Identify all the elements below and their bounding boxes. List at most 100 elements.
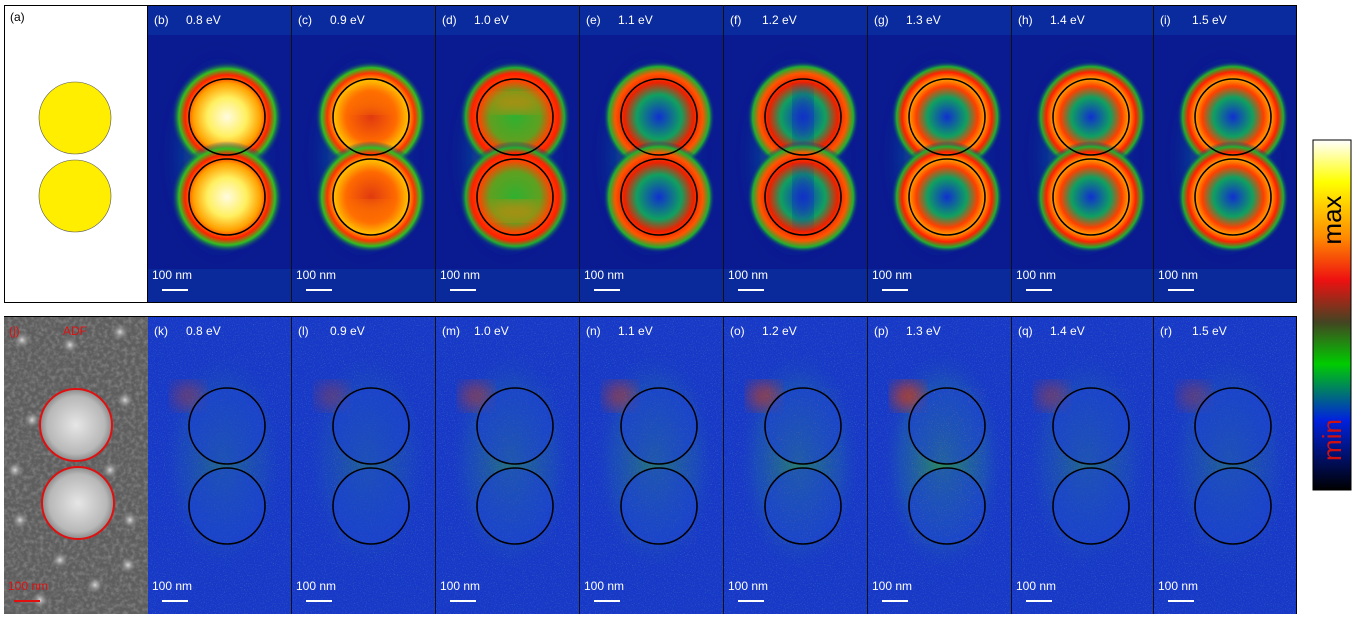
scale-bar-label: 100 nm: [296, 268, 336, 282]
energy-label: 0.8 eV: [186, 13, 221, 27]
particle-speckle-0: [909, 388, 985, 464]
intensity-lobe-1: [315, 141, 427, 253]
surface-particle: [51, 551, 69, 569]
particle-speckle-0: [765, 388, 841, 464]
panel-label: (q): [1018, 324, 1033, 338]
adf-title: ADF: [63, 324, 87, 338]
sim-map-panel-2: (d) 1.0 eV 100 nm: [436, 5, 579, 303]
colorbar-gradient: [1312, 139, 1352, 491]
particle-outline-0: [908, 387, 986, 465]
scale-bar-label: 100 nm: [1016, 579, 1056, 593]
panel-content: (e) 1.1 eV 100 nm: [580, 5, 723, 303]
panel-content: (j) ADF 100 nm: [4, 316, 148, 614]
intensity-lobe-0: [1035, 61, 1147, 173]
panel-label: (m): [442, 324, 460, 338]
panel-content: (r) 1.5 eV 100 nm: [1154, 316, 1297, 614]
scale-bar-label: 100 nm: [728, 579, 768, 593]
surface-particle: [23, 411, 41, 429]
sim-map-panel-0: (b) 0.8 eV 100 nm: [148, 5, 291, 303]
energy-label: 0.9 eV: [330, 13, 365, 27]
energy-label: 1.2 eV: [762, 13, 797, 27]
panel-label: (f): [730, 13, 741, 27]
energy-label: 1.1 eV: [618, 324, 653, 338]
intensity-lobe-1: [459, 141, 571, 253]
particle-speckle-1: [333, 468, 409, 544]
intensity-lobe-0: [1177, 61, 1289, 173]
panel-content: (b) 0.8 eV 100 nm: [148, 5, 291, 303]
sim-map-panel-6: (h) 1.4 eV 100 nm: [1012, 5, 1155, 303]
particle-outline-0: [188, 387, 266, 465]
particle-outline-0: [620, 387, 698, 465]
panel-label: (r): [1160, 324, 1172, 338]
surface-particle: [119, 556, 137, 574]
intensity-lobe-1: [603, 141, 715, 253]
intensity-lobe-1: [1035, 141, 1147, 253]
intensity-lobe-0: [459, 61, 571, 173]
scale-bar-label: 100 nm: [1158, 268, 1198, 282]
eels-map-panel-5: (p) 1.3 eV 100 nm: [868, 316, 1011, 614]
particle-outline-1: [188, 467, 266, 545]
panel-label: (j): [9, 324, 20, 338]
panel-label: (l): [298, 324, 309, 338]
particle-outline-0: [1194, 78, 1272, 156]
particle-outline-1: [332, 158, 410, 236]
particle-outline-0: [1194, 387, 1272, 465]
panel-content: (i) 1.5 eV 100 nm: [1154, 5, 1297, 303]
particle-outline-0: [908, 78, 986, 156]
intensity-lobe-1: [171, 141, 283, 253]
adf-panel: (j) ADF 100 nm: [4, 316, 148, 614]
energy-label: 1.1 eV: [618, 13, 653, 27]
panel-content: (m) 1.0 eV 100 nm: [436, 316, 579, 614]
scale-bar-label: 100 nm: [1158, 579, 1198, 593]
particle-speckle-0: [1053, 388, 1129, 464]
particle-outline-1: [188, 158, 266, 236]
vertical-node: [794, 89, 812, 145]
sim-map-panel-3: (e) 1.1 eV 100 nm: [580, 5, 723, 303]
particle-top: [38, 81, 112, 155]
adf-outline-bottom: [41, 466, 115, 540]
scale-bar-label: 100 nm: [440, 268, 480, 282]
eels-map-panel-0: (k) 0.8 eV 100 nm: [148, 316, 291, 614]
intensity-lobe-1: [1177, 141, 1289, 253]
surface-particle: [116, 391, 134, 409]
sim-map-panel-1: (c) 0.9 eV 100 nm: [292, 5, 435, 303]
intensity-lobe-0: [603, 61, 715, 173]
panel-content: (p) 1.3 eV 100 nm: [868, 316, 1011, 614]
map-bottom-band: [1012, 269, 1155, 303]
map-top-band: [580, 5, 723, 35]
colorbar-max-label: max: [1317, 195, 1347, 244]
particle-outline-1: [764, 467, 842, 545]
panel-content: (k) 0.8 eV 100 nm: [148, 316, 291, 614]
eels-map-panel-7: (r) 1.5 eV 100 nm: [1154, 316, 1297, 614]
particle-outline-0: [1052, 387, 1130, 465]
particle-speckle-0: [477, 388, 553, 464]
particle-outline-1: [476, 158, 554, 236]
schematic-panel: (a): [4, 5, 148, 303]
surface-particle: [121, 511, 139, 529]
particle-speckle-1: [477, 468, 553, 544]
figure-layer: (a) (b) 0.8 eV 100 nm (c) 0.9 eV 100 nm (d) 1.0 …: [4, 5, 1352, 614]
panel-label: (g): [874, 13, 889, 27]
map-top-band: [868, 5, 1011, 35]
panel-label: (a): [10, 10, 25, 24]
vertical-node: [794, 169, 812, 225]
panel-content: (o) 1.2 eV 100 nm: [724, 316, 867, 614]
intensity-lobe-0: [891, 61, 1003, 173]
surface-particle: [13, 331, 31, 349]
eels-map-panel-3: (n) 1.1 eV 100 nm: [580, 316, 723, 614]
energy-label: 1.5 eV: [1192, 13, 1227, 27]
map-bottom-band: [1154, 269, 1297, 303]
particle-outline-0: [476, 78, 554, 156]
eels-map-panel-2: (m) 1.0 eV 100 nm: [436, 316, 579, 614]
surface-particle: [11, 511, 29, 529]
panel-label: (d): [442, 13, 457, 27]
panel-label: (i): [1160, 13, 1171, 27]
particle-outline-0: [764, 387, 842, 465]
particle-speckle-0: [1195, 388, 1271, 464]
intensity-lobe-1: [891, 141, 1003, 253]
map-bottom-band: [580, 269, 723, 303]
colorbar-min-label: min: [1317, 419, 1347, 461]
particle-outline-1: [1052, 158, 1130, 236]
particle-speckle-1: [909, 468, 985, 544]
particle-speckle-0: [333, 388, 409, 464]
